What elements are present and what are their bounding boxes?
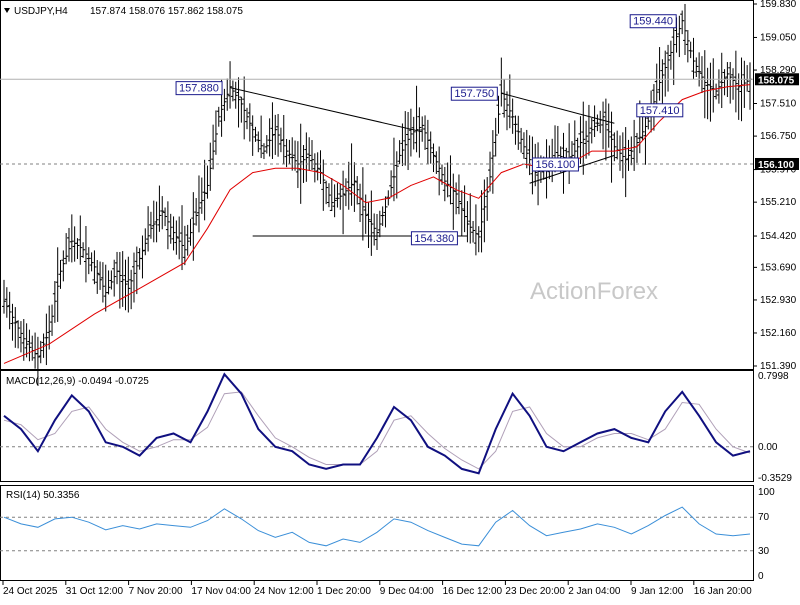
x-tick-label: 24 Nov 12:00 [254, 586, 314, 597]
macd-layer [0, 372, 753, 475]
price-tag-label: 156.100 [758, 160, 795, 171]
header-arrow-icon [4, 8, 10, 13]
rsi-y-tick-label: 0 [758, 571, 764, 582]
price-annotation-box [629, 14, 677, 29]
price-annotation-label: 156.100 [535, 159, 575, 171]
macd-y-tick-label: 0.00 [758, 442, 778, 453]
price-panel-frame [0, 0, 754, 370]
rsi-y-tick-label: 70 [758, 512, 770, 523]
price-y-tick-label: 158.290 [760, 65, 797, 76]
price-annotation-label: 159.440 [633, 16, 673, 28]
macd-y-tick-label: -0.3529 [758, 473, 792, 484]
price-y-tick-label: 159.830 [760, 0, 797, 10]
price-y-tick-label: 152.160 [760, 328, 797, 339]
price-annotation-label: 154.380 [414, 233, 454, 245]
price-y-tick-label: 156.750 [760, 131, 797, 142]
x-tick-label: 17 Nov 04:00 [191, 586, 251, 597]
price-header-symbol: USDJPY,H4 [14, 6, 68, 17]
price-tag-box [755, 73, 799, 86]
x-tick-label: 24 Oct 2025 [3, 586, 58, 597]
price-layer: 157.880 157.750 159.440 157.410 154.380 156.1… [0, 3, 753, 386]
macd-line [3, 372, 751, 475]
price-y-tick-label: 152.930 [760, 295, 797, 306]
trendline [229, 87, 423, 133]
price-y-tick-label: 154.420 [760, 231, 797, 242]
price-annotation-label: 157.750 [454, 88, 494, 100]
price-annotation-box [450, 86, 498, 101]
price-tag-label: 158.075 [758, 75, 795, 86]
moving-average-line [3, 84, 751, 364]
rsi-y-tick-label: 100 [758, 487, 775, 498]
rsi-layer [0, 506, 753, 552]
price-tag-box [755, 157, 799, 170]
price-annotation-box [636, 103, 684, 118]
price-annotation-box [410, 231, 458, 246]
price-annotation-box [175, 81, 223, 96]
price-annotation-label: 157.880 [179, 83, 219, 95]
macd-panel-frame [0, 370, 754, 482]
price-y-tick-label: 157.510 [760, 99, 797, 110]
price-annotation-box [531, 157, 579, 172]
x-tick-label: 9 Dec 04:00 [380, 586, 434, 597]
rsi-line [3, 506, 751, 547]
x-tick-label: 1 Dec 20:00 [317, 586, 371, 597]
rsi-y-tick-label: 30 [758, 546, 770, 557]
macd-signal-line [3, 391, 751, 470]
price-header-ohlc: 157.874 158.076 157.862 158.075 [90, 6, 243, 17]
price-y-tick-label: 153.690 [760, 262, 797, 273]
x-tick-label: 16 Dec 12:00 [443, 586, 503, 597]
trendline [501, 92, 615, 124]
watermark: ActionForex [530, 278, 658, 305]
rsi-panel-frame [0, 485, 754, 581]
rsi-title: RSI(14) 50.3356 [6, 490, 80, 501]
price-y-tick-label: 159.050 [760, 32, 797, 43]
x-tick-label: 16 Jan 20:00 [694, 586, 752, 597]
macd-title: MACD(12,26,9) -0.0494 -0.0725 [6, 376, 149, 387]
x-tick-label: 23 Dec 20:00 [505, 586, 565, 597]
price-y-tick-label: 155.210 [760, 197, 797, 208]
price-y-tick-label: 155.970 [760, 165, 797, 176]
x-tick-label: 2 Jan 04:00 [568, 586, 621, 597]
x-tick-label: 31 Oct 12:00 [66, 586, 124, 597]
price-y-tick-label: 151.390 [760, 361, 797, 372]
x-tick-label: 7 Nov 20:00 [129, 586, 183, 597]
x-tick-label: 9 Jan 12:00 [631, 586, 684, 597]
macd-y-tick-label: 0.7998 [758, 371, 789, 382]
price-annotation-label: 157.410 [640, 105, 680, 117]
